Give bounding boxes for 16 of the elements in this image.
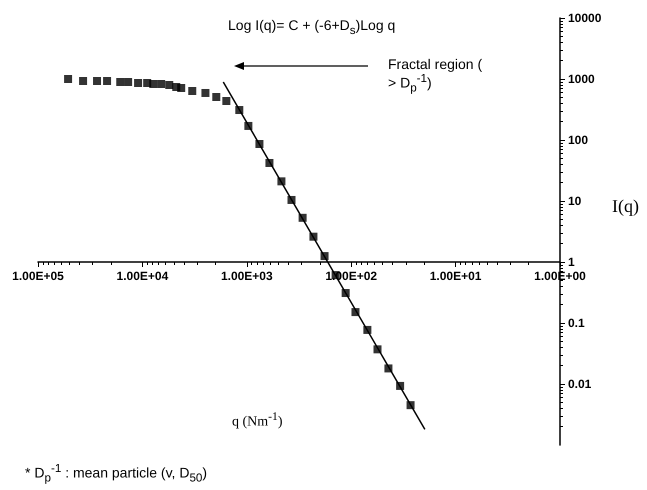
y-tick-label: 10 (568, 194, 582, 208)
x-axis-title: q (Nm$^{-1}$) (232, 410, 283, 431)
y-tick-label: 0.1 (568, 316, 586, 330)
y-tick-label: 0.01 (568, 377, 592, 391)
text: * D$_{p}$$^{-1}$ : mean particle (v, D$_{50}$) (25, 462, 208, 484)
y-tick-label: 10000 (568, 11, 602, 25)
x-tick-label: 1.00E+03 (220, 269, 273, 283)
y-tick-label: 100 (568, 133, 588, 147)
y-axis-title: I(q) (612, 196, 639, 217)
annotation: Log I(q)= C + (-6+D$_{s}$)Log q (228, 17, 396, 37)
x-tick-label: 1.00E+05 (12, 269, 64, 283)
annotation: Fractal region ( > D$_{p}$$^{-1}$) (388, 56, 484, 94)
x-tick-label: 1.00E+01 (430, 269, 482, 283)
y-tick-label: 1000 (568, 72, 596, 86)
x-tick-label: 1.00E+04 (116, 269, 169, 283)
y-tick-label: 1 (568, 255, 575, 269)
